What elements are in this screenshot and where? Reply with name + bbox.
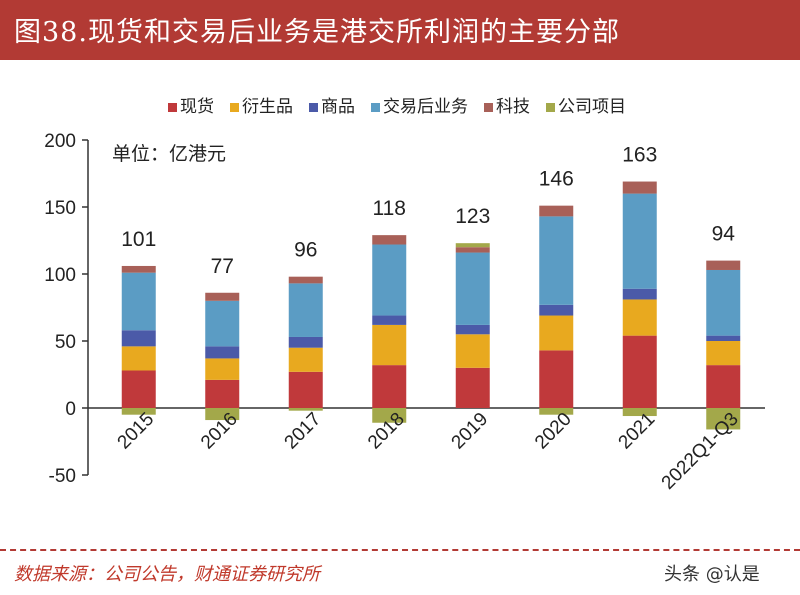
bar-segment [205,379,240,408]
bar-segment [288,283,323,337]
total-label: 118 [373,197,406,220]
bar-segment [706,408,741,430]
bar-segment [121,330,156,347]
bar-segment [539,315,574,351]
total-label: 94 [712,223,736,246]
bar-segment [372,244,407,316]
bar-segment [121,346,156,371]
total-label: 96 [294,239,317,262]
bar-segment [455,367,490,408]
bar-segment [706,269,741,336]
total-label: 123 [455,205,490,228]
bar-segment [455,247,490,253]
bar-segment [205,346,240,359]
bar-segment [372,365,407,408]
x-tick-label: 2019 [448,409,493,454]
bar-segment [622,181,657,194]
total-label: 163 [622,144,657,167]
bar-segment [539,304,574,316]
legend-label: 科技 [496,97,530,117]
bar-segment [455,334,490,368]
legend-label: 交易后业务 [383,97,468,117]
y-tick-label: 50 [55,332,76,353]
legend-swatch [371,103,380,112]
y-tick-label: 200 [44,131,76,152]
bar-segment [622,299,657,336]
x-tick-label: 2020 [531,409,576,454]
unit-label: 单位：亿港元 [112,143,226,165]
bar-segment [706,341,741,366]
bar-segment [372,324,407,366]
total-label: 101 [121,228,156,251]
legend-swatch [230,103,239,112]
bar-segment [205,408,240,421]
total-label: 77 [211,255,234,278]
legend-swatch [484,103,493,112]
y-tick-label: 150 [44,198,76,219]
bar-segment [372,235,407,245]
bar-segment [121,272,156,331]
legend-swatch [546,103,555,112]
footer-divider [0,549,800,551]
bar-segment [288,408,323,411]
legend-label: 现货 [180,97,214,117]
legend-label: 公司项目 [558,97,626,117]
bar-segment [288,336,323,348]
total-label: 146 [539,168,574,191]
bar-segment [539,205,574,217]
bar-segment [121,408,156,415]
bar-segment [622,335,657,408]
x-tick-label: 2022Q1-Q3 [658,409,743,494]
bar-segment [288,371,323,408]
y-tick-label: -50 [49,466,76,487]
chart-title: 图38.现货和交易后业务是港交所利润的主要分部 [14,17,620,48]
bar-segment [288,276,323,284]
bar-segment [205,358,240,380]
bar-segment [205,292,240,301]
bar-segment [539,216,574,305]
bar-segment [455,324,490,335]
legend-swatch [309,103,318,112]
legend-label: 商品 [321,97,355,117]
data-source: 数据来源：公司公告，财通证券研究所 [14,564,320,585]
y-tick-label: 0 [65,399,76,420]
bar-segment [288,347,323,372]
bar-segment [121,370,156,408]
watermark: 头条 @认是 [664,564,760,585]
bar-segment [706,365,741,408]
bar-segment [121,265,156,273]
bar-segment [622,288,657,300]
bar-segment [372,408,407,423]
y-tick-label: 100 [44,265,76,286]
bar-segment [455,243,490,248]
bar-segment [205,300,240,347]
bar-segment [539,408,574,415]
bar-segment [622,408,657,417]
title-bar: 图38.现货和交易后业务是港交所利润的主要分部 [0,0,800,60]
bar-segment [706,260,741,270]
bar-segment [706,335,741,341]
x-tick-label: 2017 [281,409,326,454]
bar-segment [455,252,490,325]
x-tick-label: 2015 [114,409,159,454]
legend-swatch [168,103,177,112]
bar-segment [622,193,657,289]
bar-segment [372,315,407,325]
legend-label: 衍生品 [242,97,293,117]
bar-segment [539,350,574,408]
